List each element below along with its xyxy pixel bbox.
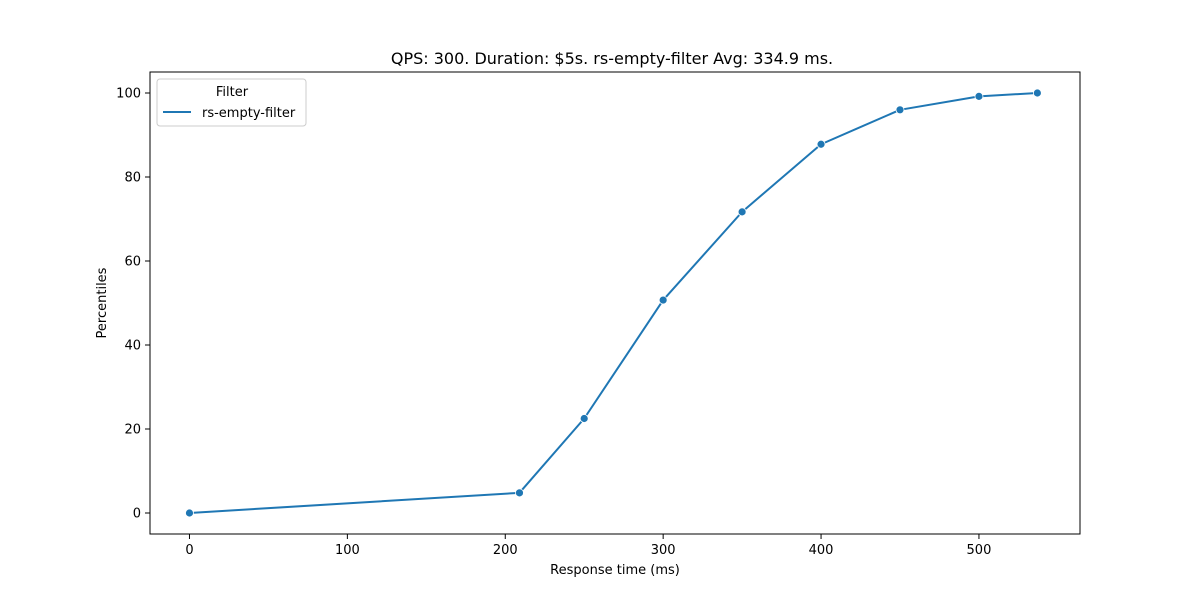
chart-title: QPS: 300. Duration: $5s. rs-empty-filter… [391, 49, 833, 68]
data-point [974, 91, 984, 101]
data-point [737, 207, 747, 217]
data-point [895, 105, 905, 115]
data-point [816, 139, 826, 149]
plot-frame [149, 71, 1081, 535]
x-axis: 0 100 200 300 400 500 [185, 534, 991, 558]
series-line-rs-empty-filter [189, 92, 1038, 514]
x-tick-label: 0 [185, 543, 193, 558]
x-tick-label: 500 [967, 543, 992, 558]
legend-title: Filter [216, 85, 249, 100]
y-axis-label: Percentiles [95, 267, 110, 338]
legend: Filter rs-empty-filter [156, 78, 307, 127]
y-tick-label: 60 [124, 255, 141, 270]
legend-box [156, 78, 307, 127]
legend-entry-rs-empty-filter: rs-empty-filter [202, 106, 296, 121]
y-tick-label: 0 [133, 507, 141, 522]
x-tick-label: 300 [651, 543, 676, 558]
x-tick-label: 200 [493, 543, 518, 558]
x-axis-label: Response time (ms) [550, 563, 680, 578]
y-tick-label: 20 [124, 423, 141, 438]
data-point [1032, 88, 1042, 98]
data-point [515, 488, 524, 498]
data-point [579, 414, 589, 423]
y-tick-label: 80 [124, 171, 141, 186]
x-tick-label: 100 [335, 543, 360, 558]
y-axis: 0 20 40 60 80 100 [116, 87, 150, 522]
plot-area [185, 88, 1042, 518]
data-point [185, 508, 194, 518]
x-tick-label: 400 [809, 543, 834, 558]
y-tick-label: 100 [116, 87, 141, 102]
y-tick-label: 40 [124, 339, 141, 354]
data-point [658, 295, 668, 305]
